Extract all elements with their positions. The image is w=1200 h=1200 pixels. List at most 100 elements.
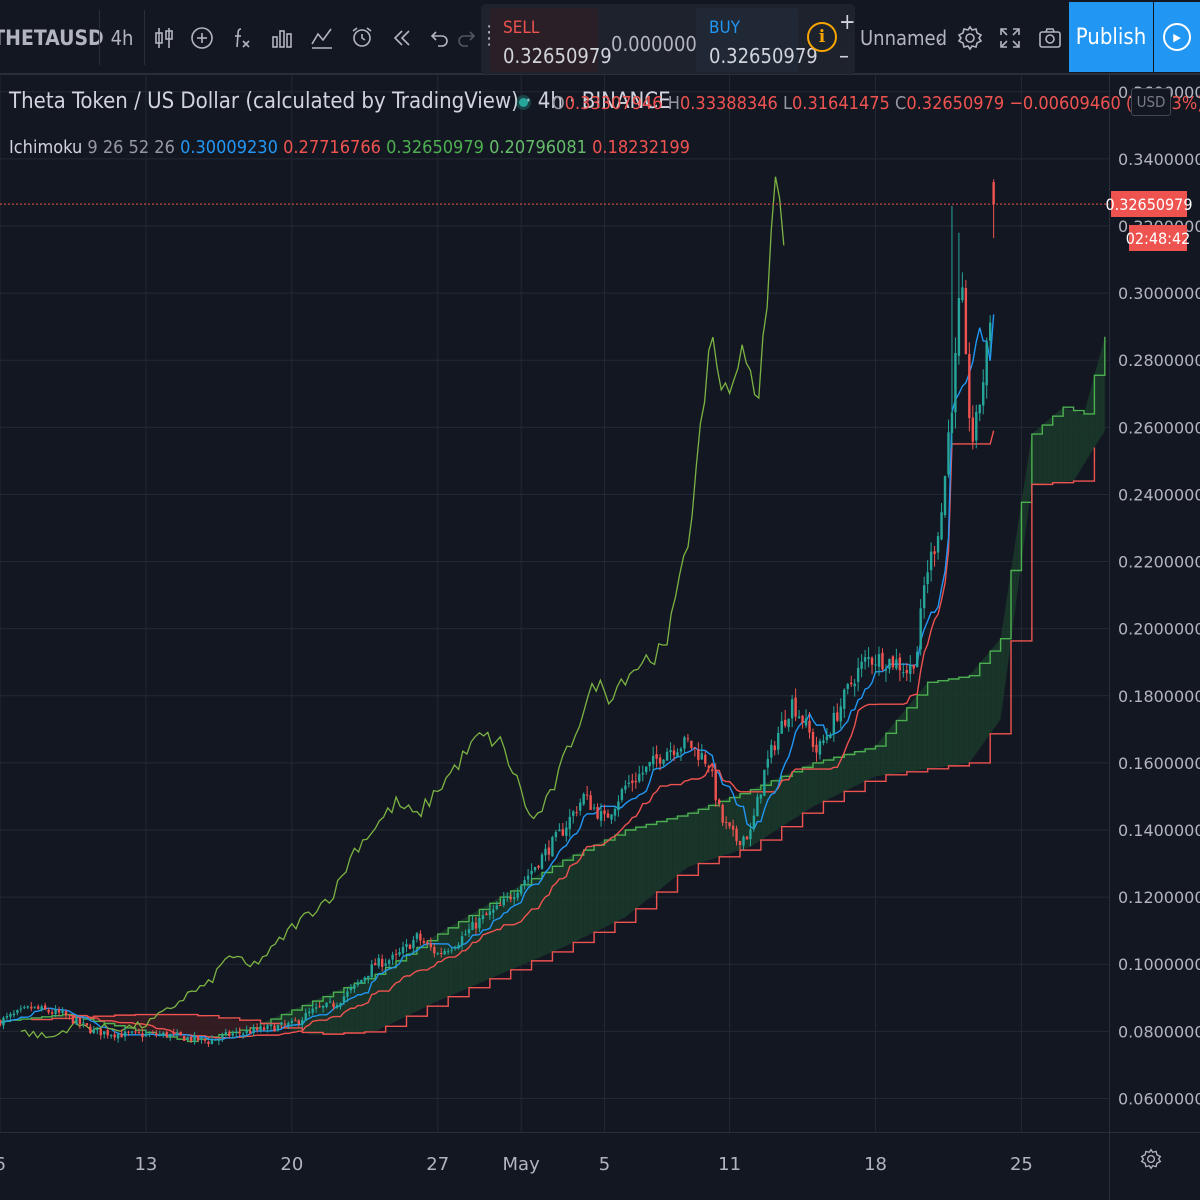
candle-body: [627, 782, 631, 784]
time-axis[interactable]: 6 13 20 27 May 5 11 18 25: [0, 1154, 1033, 1175]
cloud-segment: [833, 755, 840, 797]
cloud-segment: [651, 821, 657, 897]
cloud-segment: [1052, 411, 1058, 483]
cloud-segment: [375, 970, 381, 1032]
candle-body: [283, 1023, 287, 1025]
tenkan-value: 0.30009230: [180, 137, 278, 158]
candle-body: [620, 789, 624, 800]
chart-legend-title[interactable]: Theta Token / US Dollar (calculated by T…: [9, 89, 671, 114]
alert-icon[interactable]: [346, 0, 378, 75]
replay-icon[interactable]: [386, 0, 418, 75]
cloud-segment: [244, 1020, 251, 1030]
candle-body: [2, 1017, 5, 1026]
candle-body: [669, 750, 672, 753]
time-tick-label: 5: [599, 1154, 610, 1175]
candle-body: [214, 1039, 217, 1041]
undo-icon[interactable]: [424, 0, 454, 75]
indicator-legend[interactable]: Ichimoku 9 26 52 26 0.30009230 0.2771676…: [9, 137, 690, 158]
redo-icon[interactable]: [452, 0, 482, 75]
candle-body: [645, 766, 648, 773]
candle-body: [693, 747, 697, 749]
candle-body: [356, 982, 360, 985]
candle-body: [512, 897, 516, 899]
candle-body: [968, 353, 971, 418]
camera-icon[interactable]: [1034, 0, 1066, 75]
candle-body: [446, 951, 450, 953]
templates-icon[interactable]: [266, 0, 298, 75]
candle-body: [950, 412, 954, 434]
candle-body: [728, 822, 731, 827]
interval-button[interactable]: 4h: [110, 25, 134, 50]
sell-button[interactable]: SELL 0.32650979: [490, 8, 612, 72]
candle-body: [533, 867, 537, 871]
candle-body: [773, 745, 776, 751]
cloud-segment: [995, 638, 1001, 727]
cloud-segment: [635, 825, 642, 909]
candle-body: [863, 657, 867, 662]
settings-icon[interactable]: [954, 0, 986, 75]
candle-body: [592, 807, 596, 809]
info-icon[interactable]: i: [807, 22, 837, 52]
candle-body: [777, 732, 780, 750]
publish-options-button[interactable]: ▶: [1154, 2, 1200, 72]
candle-body: [169, 1033, 172, 1038]
compare-icon[interactable]: [306, 0, 338, 75]
cloud-segment: [510, 887, 516, 970]
quantity-plus-button[interactable]: +: [839, 10, 856, 35]
candle-body: [401, 946, 405, 954]
chevron-down-icon[interactable]: ⌄: [933, 29, 945, 46]
layout-name-button[interactable]: Unnamed: [860, 25, 948, 50]
publish-button[interactable]: Publish: [1069, 2, 1153, 72]
candle-body: [116, 1033, 120, 1039]
candle-body: [266, 1025, 269, 1030]
cloud-segment: [797, 767, 803, 817]
cloud-segment: [906, 701, 913, 772]
candle-body: [860, 661, 863, 669]
add-indicator-icon[interactable]: [186, 0, 218, 75]
currency-label[interactable]: USD: [1131, 88, 1171, 116]
candle-body: [485, 913, 488, 916]
candle-body: [721, 804, 724, 823]
candle-body: [770, 744, 773, 758]
candle-body: [822, 740, 825, 744]
fullscreen-icon[interactable]: [994, 0, 1026, 75]
cloud-segment: [958, 676, 965, 765]
cloud-segment: [661, 818, 668, 888]
chart-settings-gear-icon[interactable]: [1140, 1148, 1162, 1170]
chikou-value: 0.32650979: [386, 137, 484, 158]
quantity-minus-button[interactable]: –: [839, 44, 849, 69]
candle-body: [884, 669, 888, 671]
cloud-segment: [713, 801, 720, 859]
fx-icon[interactable]: [226, 0, 258, 75]
candle-body: [380, 958, 384, 967]
candle-body: [453, 947, 457, 949]
candle-body: [853, 683, 856, 687]
candle-body: [523, 880, 526, 886]
symbol-search-button[interactable]: THETAUSD: [0, 25, 104, 50]
price-tick-label: 0.34000000: [1118, 150, 1200, 169]
candles-icon[interactable]: [148, 0, 180, 75]
candle-body: [346, 991, 349, 997]
candle-body: [196, 1035, 200, 1041]
candle-body: [603, 810, 606, 815]
candle-body: [200, 1037, 203, 1040]
candle-body: [846, 684, 849, 690]
candle-body: [47, 1009, 50, 1013]
buy-button[interactable]: BUY 0.32650979: [696, 8, 818, 72]
candle-body: [936, 536, 940, 553]
cloud-segment: [1063, 407, 1069, 482]
candle-body: [384, 963, 387, 966]
market-status-dot[interactable]: [519, 98, 528, 107]
candle-body: [92, 1029, 96, 1034]
cloud-segment: [786, 771, 793, 824]
cloud-segment: [698, 807, 704, 864]
candle-body: [221, 1034, 224, 1039]
candle-body: [679, 748, 683, 752]
cloud-segment: [469, 912, 475, 988]
cloud-segment: [396, 957, 402, 1022]
candle-body: [57, 1009, 61, 1013]
cloud-segment: [614, 832, 621, 923]
candle-body: [766, 758, 770, 768]
